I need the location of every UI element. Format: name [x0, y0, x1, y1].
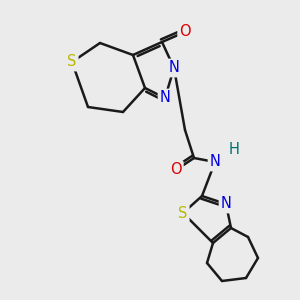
Text: N: N	[169, 61, 179, 76]
Text: S: S	[67, 55, 77, 70]
Text: N: N	[210, 154, 220, 169]
Text: H: H	[229, 142, 239, 157]
Text: S: S	[178, 206, 188, 220]
Text: N: N	[160, 91, 170, 106]
Text: O: O	[170, 163, 182, 178]
Text: N: N	[220, 196, 231, 211]
Text: O: O	[179, 25, 191, 40]
